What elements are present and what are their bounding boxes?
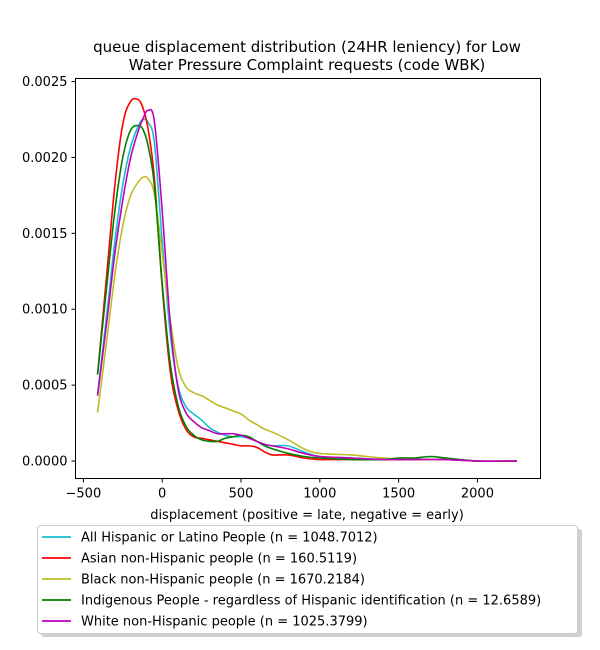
- y-axis: 0.0000 0.0005 0.0010 0.0015 0.0020 0.0025: [22, 75, 76, 470]
- x-tick-label: 1500: [382, 487, 415, 502]
- series-line-3: [96, 175, 517, 462]
- legend-label: White non-Hispanic people (n = 1025.3799…: [81, 615, 368, 630]
- y-tick-label: 0.0020: [22, 151, 68, 166]
- chart-title-line-1: queue displacement distribution (24HR le…: [93, 38, 521, 56]
- y-tick-label: 0.0000: [22, 455, 68, 470]
- plot-frame: [75, 78, 541, 479]
- legend: All Hispanic or Latino People (n = 1048.…: [37, 525, 582, 637]
- legend-label: Indigenous People - regardless of Hispan…: [81, 594, 541, 609]
- y-tick-label: 0.0005: [22, 379, 68, 394]
- series-line-1: [96, 118, 517, 462]
- series-line-4: [96, 124, 517, 463]
- series-lines: [96, 97, 517, 463]
- x-tick-label: 1000: [303, 487, 336, 502]
- x-tick-label: 500: [229, 487, 254, 502]
- x-tick-label: 2000: [461, 487, 494, 502]
- x-axis-label: displacement (positive = late, negative …: [150, 508, 464, 523]
- series-line-2: [96, 97, 517, 462]
- legend-label: All Hispanic or Latino People (n = 1048.…: [81, 531, 378, 546]
- legend-label: Black non-Hispanic people (n = 1670.2184…: [81, 573, 365, 588]
- y-tick-label: 0.0025: [22, 75, 68, 90]
- series-line-5: [96, 108, 517, 462]
- y-tick-label: 0.0015: [22, 227, 68, 242]
- y-tick-label: 0.0010: [22, 303, 68, 318]
- legend-label: Asian non-Hispanic people (n = 160.5119): [81, 552, 357, 567]
- chart-title-line-2: Water Pressure Complaint requests (code …: [129, 56, 486, 74]
- x-axis: −500 0 500 1000 1500 2000: [66, 478, 494, 502]
- legend-box: [37, 525, 578, 634]
- x-tick-label: −500: [66, 487, 102, 502]
- x-tick-label: 0: [158, 487, 166, 502]
